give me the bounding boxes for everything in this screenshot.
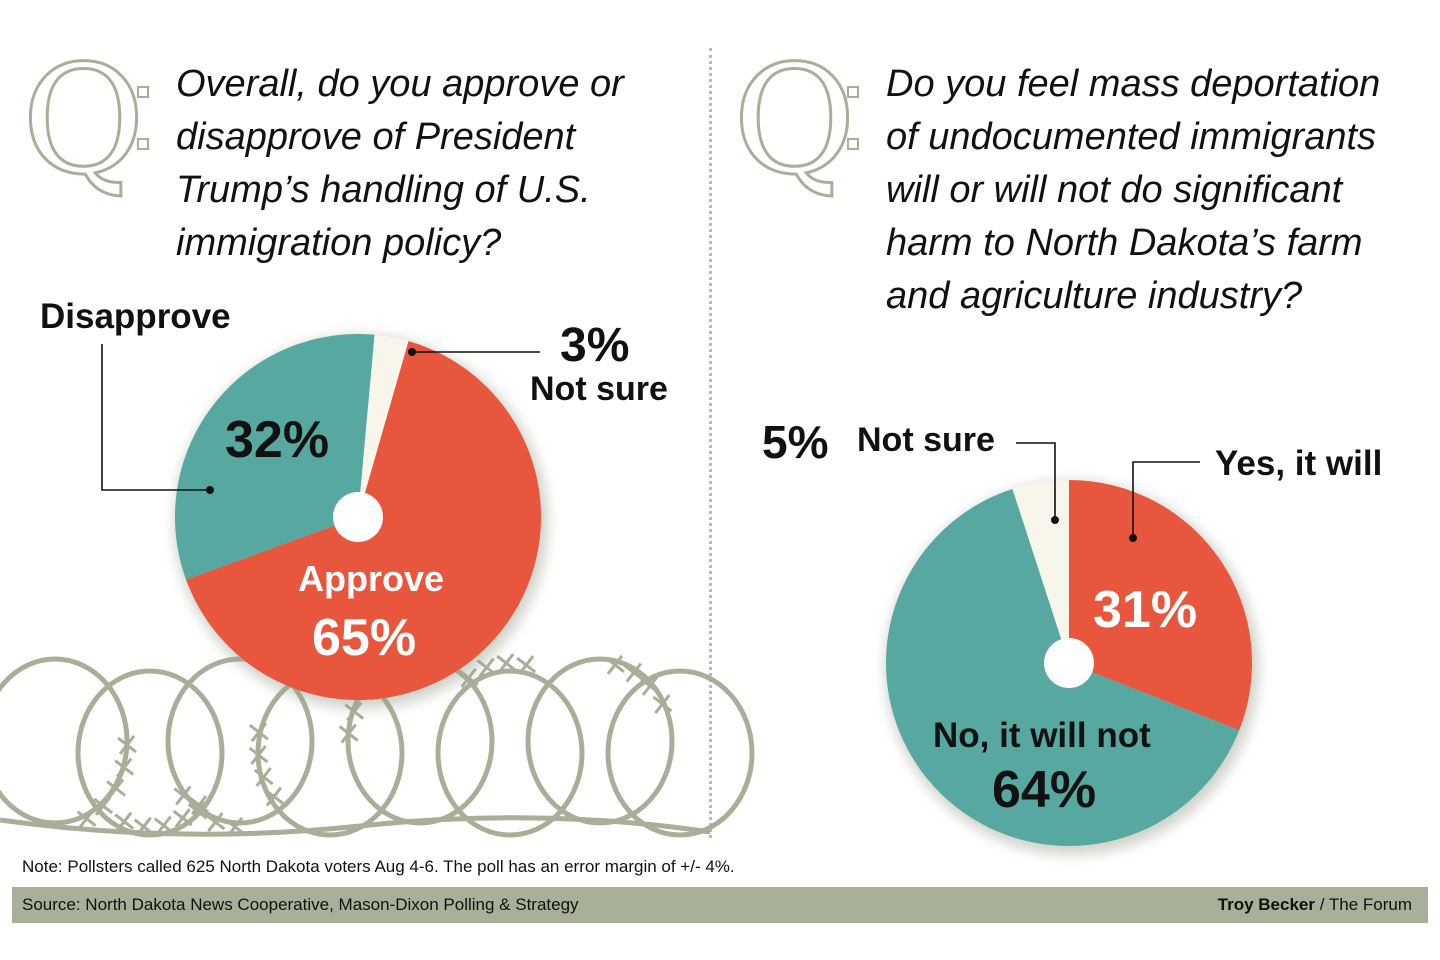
wire-barb (516, 655, 537, 676)
label-approve: Approve (298, 558, 445, 599)
square-bullet-icon (847, 138, 859, 150)
pie-chart-left (175, 333, 542, 701)
leader-dot-disapprove (206, 486, 214, 494)
wire-barb (187, 801, 208, 822)
square-bullet-icon (137, 86, 149, 98)
wire-barb (605, 654, 625, 675)
poll-note: Note: Pollsters called 625 North Dakota … (22, 857, 735, 876)
leader-line-disapprove (101, 344, 210, 491)
pct-disapprove: 32% (225, 411, 330, 469)
wire-barb (189, 795, 210, 815)
wire-barb (248, 722, 269, 743)
pie-chart-right (886, 480, 1253, 847)
wire-barb (172, 808, 193, 829)
pie-slice-not-sure (1012, 480, 1069, 663)
leader-dot-not-sure-right (1051, 516, 1059, 524)
pie-center-hole (1044, 638, 1094, 688)
pct-not-sure-right: 5% (762, 416, 829, 468)
wire-strand (0, 815, 711, 837)
wire-barb (640, 676, 660, 696)
wire-barb (338, 723, 359, 744)
wire-coil (0, 656, 130, 826)
label-not-sure-right: Not sure (857, 421, 995, 459)
pct-approve: 65% (312, 609, 417, 667)
label-disapprove: Disapprove (40, 297, 231, 336)
pie-slice-disapprove (175, 333, 375, 580)
question-q-icon-right: Q (732, 34, 858, 208)
wire-barb (652, 694, 673, 714)
wire-coil (605, 668, 755, 838)
question-q-icon-left: Q (21, 34, 147, 208)
square-bullet-icon (847, 86, 859, 98)
wire-barb (225, 816, 245, 837)
wire-barb (153, 815, 174, 836)
label-no: No, it will not (933, 716, 1151, 755)
pct-not-sure-left: 3% (560, 319, 630, 372)
wire-barb (117, 735, 137, 755)
wire-barb (496, 653, 517, 674)
wire-barb (173, 785, 194, 806)
barbed-wire-icon (0, 653, 755, 838)
source-text: Source: North Dakota News Cooperative, M… (22, 895, 579, 914)
label-not-sure-left: Not sure (530, 370, 668, 408)
pct-yes: 31% (1093, 581, 1198, 639)
wire-barb (248, 745, 269, 765)
column-divider (709, 48, 712, 838)
leader-line-yes (1132, 461, 1200, 538)
wire-barb (623, 662, 644, 683)
pie-center-hole (333, 492, 383, 542)
pie-slice-yes-it-will (1069, 480, 1253, 731)
credit-org: / The Forum (1315, 895, 1412, 914)
wire-barb (76, 808, 97, 829)
wire-coil (525, 656, 675, 826)
credit-name: Troy Becker (1217, 895, 1315, 914)
wire-barb (93, 795, 114, 816)
square-bullet-icon (137, 138, 149, 150)
label-yes: Yes, it will (1215, 444, 1383, 483)
pct-no: 64% (992, 761, 1097, 819)
leader-line-not-sure-right (1016, 442, 1056, 520)
question-text-left: Overall, do you approve or disapprove of… (176, 63, 624, 264)
footer-bar: Source: North Dakota News Cooperative, M… (12, 887, 1428, 923)
wire-barb (205, 812, 226, 833)
wire-coil (435, 668, 585, 838)
leader-dot-not-sure-left (408, 348, 416, 356)
wire-barb (133, 816, 154, 837)
credit-text: Troy Becker / The Forum (1218, 895, 1412, 915)
wire-barb (114, 757, 135, 778)
wire-barb (106, 778, 127, 799)
wire-barb (114, 811, 135, 832)
wire-barb (264, 786, 284, 807)
question-text-right: Do you feel mass deportation of undocume… (886, 63, 1381, 317)
pie-slice-not-sure (358, 334, 409, 517)
wire-barb (253, 767, 274, 787)
leader-dot-yes (1129, 534, 1137, 542)
